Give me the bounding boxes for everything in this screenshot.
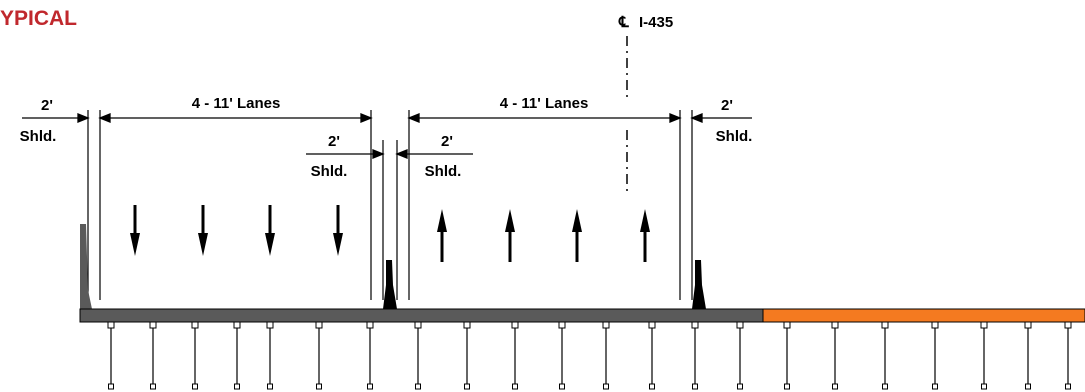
left-traffic-arrow-4 bbox=[333, 205, 343, 256]
left-traffic-arrow-1 bbox=[130, 205, 140, 256]
deck-existing bbox=[79, 308, 764, 323]
girder-20 bbox=[980, 321, 988, 390]
girder-7 bbox=[366, 321, 374, 390]
girder-5 bbox=[266, 321, 274, 390]
title: YPICAL bbox=[0, 7, 77, 30]
centerline-name: I-435 bbox=[639, 14, 673, 31]
right-outer-shoulder-width: 2' bbox=[721, 97, 733, 114]
girder-18 bbox=[881, 321, 889, 390]
right-lanes-label: 4 - 11' Lanes bbox=[500, 95, 589, 112]
girder-1 bbox=[107, 321, 115, 390]
right-traffic-arrow-1 bbox=[437, 209, 447, 262]
median-barrier-right bbox=[692, 260, 706, 309]
girder-9 bbox=[463, 321, 471, 390]
girder-16 bbox=[783, 321, 791, 390]
left-parapet bbox=[80, 224, 92, 309]
left-traffic-arrow-2 bbox=[198, 205, 208, 256]
right-traffic-arrow-4 bbox=[640, 209, 650, 262]
right-traffic-arrow-3 bbox=[572, 209, 582, 262]
traffic-arrows bbox=[130, 205, 650, 262]
deck-new bbox=[762, 308, 1085, 323]
right-inner-shoulder-width: 2' bbox=[441, 133, 453, 150]
centerline-label: ℄ I-435 bbox=[618, 14, 673, 31]
dimension-labels: 2' Shld. 4 - 11' Lanes 2' Shld. 2' Shld.… bbox=[20, 95, 753, 180]
left-inner-shoulder-label: Shld. bbox=[311, 163, 348, 180]
girder-4 bbox=[233, 321, 241, 390]
left-traffic-arrow-3 bbox=[265, 205, 275, 256]
right-inner-shoulder-label: Shld. bbox=[425, 163, 462, 180]
extension-lines bbox=[87, 110, 693, 300]
girder-19 bbox=[931, 321, 939, 390]
left-outer-shoulder-label: Shld. bbox=[20, 128, 57, 145]
girder-2 bbox=[149, 321, 157, 390]
left-outer-shoulder-width: 2' bbox=[41, 97, 53, 114]
girder-17 bbox=[831, 321, 839, 390]
girders bbox=[107, 321, 1072, 390]
girder-22 bbox=[1064, 321, 1072, 390]
girder-12 bbox=[602, 321, 610, 390]
left-lanes-label: 4 - 11' Lanes bbox=[192, 95, 281, 112]
right-outer-shoulder-label: Shld. bbox=[716, 128, 753, 145]
girder-13 bbox=[648, 321, 656, 390]
girder-15 bbox=[736, 321, 744, 390]
left-inner-shoulder-width: 2' bbox=[328, 133, 340, 150]
dimension-lines bbox=[22, 113, 752, 159]
centerline-symbol: ℄ bbox=[618, 14, 629, 31]
girder-6 bbox=[315, 321, 323, 390]
girder-10 bbox=[511, 321, 519, 390]
girder-11 bbox=[558, 321, 566, 390]
girder-8 bbox=[414, 321, 422, 390]
girder-21 bbox=[1024, 321, 1032, 390]
median-barrier-left bbox=[383, 260, 397, 309]
girder-14 bbox=[691, 321, 699, 390]
girder-3 bbox=[191, 321, 199, 390]
right-traffic-arrow-2 bbox=[505, 209, 515, 262]
